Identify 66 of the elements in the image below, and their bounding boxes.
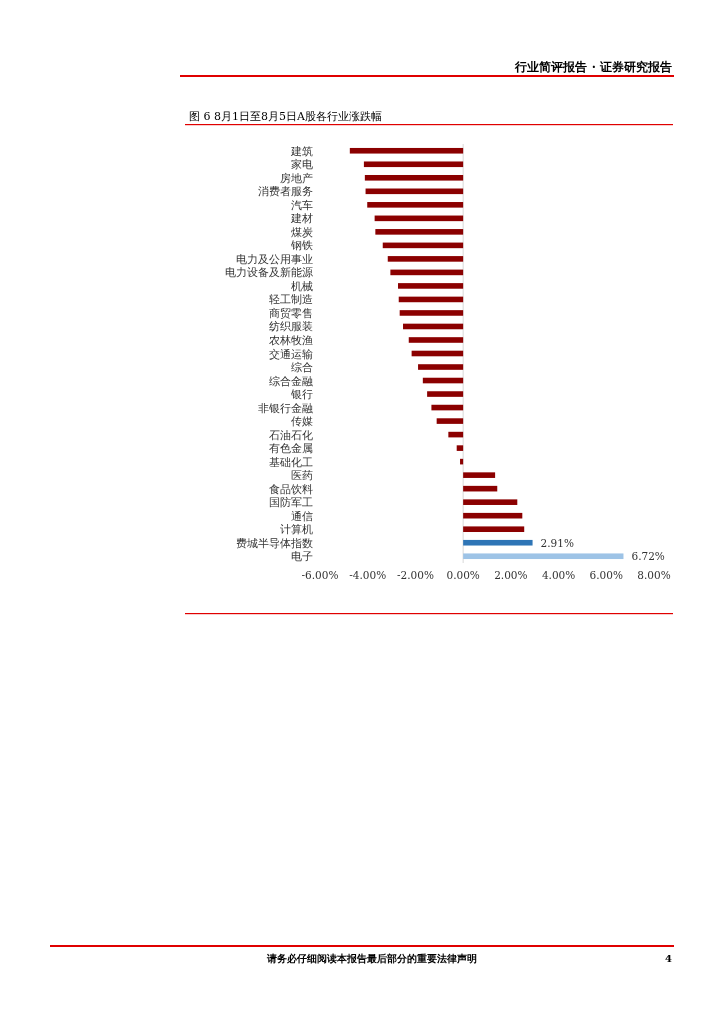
bar xyxy=(436,418,464,424)
y-tick-label: 消费者服务 xyxy=(258,185,313,198)
bar xyxy=(363,161,464,168)
bar xyxy=(387,256,464,262)
x-tick-label: 2.00% xyxy=(494,569,528,581)
y-tick-label: 建筑 xyxy=(290,144,313,157)
bar xyxy=(375,229,464,235)
y-tick-label: 电力及公用事业 xyxy=(236,252,313,265)
y-tick-label: 食品饮料 xyxy=(269,482,313,495)
y-tick-label: 房地产 xyxy=(280,171,313,184)
y-tick-label: 基础化工 xyxy=(269,455,313,468)
y-tick-label: 家电 xyxy=(291,158,313,171)
y-tick-label: 交通运输 xyxy=(269,347,313,360)
text: 请务必仔细阅读本报告最后部分的重要法律声明 xyxy=(266,953,477,964)
x-tick-label: -4.00% xyxy=(349,569,387,581)
y-tick-label: 医药 xyxy=(291,469,313,482)
text: 行业简评报告 · 证券研究报告 xyxy=(514,60,672,74)
bar xyxy=(463,499,518,505)
y-tick-label: 轻工制造 xyxy=(269,293,313,306)
y-tick-label: 煤炭 xyxy=(291,225,313,238)
x-tick-label: -6.00% xyxy=(301,569,339,581)
bar xyxy=(398,283,464,289)
y-tick-label: 非银行金融 xyxy=(258,401,313,414)
y-tick-label: 费城半导体指数 xyxy=(236,536,313,549)
x-tick-label: 6.00% xyxy=(589,569,623,581)
bar xyxy=(448,431,464,438)
bar xyxy=(463,539,533,546)
y-tick-label: 计算机 xyxy=(280,523,313,536)
chart-title: 图 6 8月1日至8月5日A股各行业涨跌幅 xyxy=(189,110,382,123)
y-tick-label: 综合 xyxy=(291,361,313,374)
bar xyxy=(427,391,464,397)
y-tick-label: 有色金属 xyxy=(269,442,313,455)
bar xyxy=(367,202,464,208)
bar xyxy=(456,445,464,451)
y-tick-label: 国防军工 xyxy=(269,496,313,509)
y-tick-label: 电子 xyxy=(291,550,313,563)
x-tick-label: 4.00% xyxy=(541,569,576,581)
bar xyxy=(431,404,464,411)
y-tick-label: 纺织服装 xyxy=(269,320,313,333)
y-tick-label: 通信 xyxy=(291,509,313,522)
bar xyxy=(390,269,464,276)
y-tick-label: 石油石化 xyxy=(269,428,313,441)
y-tick-label: 钢铁 xyxy=(290,239,313,252)
y-tick-label: 机械 xyxy=(291,279,313,292)
bar xyxy=(463,553,624,560)
x-tick-label: 8.00% xyxy=(637,569,671,581)
x-tick-label: 0.00% xyxy=(446,569,480,581)
data-label: 2.91% xyxy=(540,536,574,549)
bar xyxy=(463,526,525,533)
y-tick-label: 综合金融 xyxy=(269,374,313,387)
bar xyxy=(364,174,464,181)
y-tick-label: 商贸零售 xyxy=(269,306,313,319)
x-tick-label: -2.00% xyxy=(396,569,434,581)
text: 4 xyxy=(665,953,673,964)
y-tick-label: 传媒 xyxy=(291,415,313,428)
y-tick-label: 电力设备及新能源 xyxy=(225,266,313,279)
y-tick-label: 建材 xyxy=(290,212,313,225)
data-label: 6.72% xyxy=(631,550,665,563)
y-tick-label: 农林牧渔 xyxy=(269,333,313,346)
y-tick-label: 银行 xyxy=(290,388,313,401)
bar xyxy=(418,364,464,370)
bar xyxy=(463,472,496,478)
bar xyxy=(349,147,464,154)
bar xyxy=(408,337,464,343)
bar xyxy=(399,310,464,316)
y-tick-label: 汽车 xyxy=(291,198,313,211)
